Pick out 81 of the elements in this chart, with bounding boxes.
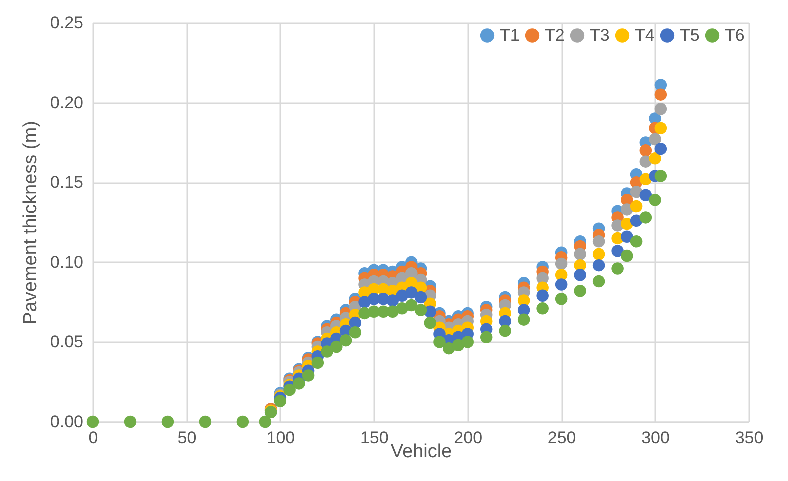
point (640, 144, 652, 157)
point (592, 236, 606, 248)
point (536, 302, 549, 315)
point (640, 212, 652, 224)
point (480, 331, 493, 344)
x-axis-title: Vehicle (390, 442, 452, 462)
point (612, 262, 624, 275)
legend-label: T4 (635, 26, 655, 45)
point (649, 133, 662, 146)
point (434, 336, 446, 348)
x-tick-label: 0 (88, 428, 98, 448)
point (612, 245, 624, 258)
y-tick-label: 0.00 (50, 412, 84, 432)
point (654, 88, 668, 101)
point (518, 314, 530, 326)
y-tick-label: 0.15 (50, 173, 84, 192)
point (592, 259, 606, 272)
point (654, 103, 668, 116)
point (462, 336, 474, 348)
point (349, 326, 362, 339)
x-tick-label: 100 (266, 428, 296, 448)
y-tick-label: 0.10 (50, 252, 84, 272)
point (312, 356, 324, 370)
y-axis-title: Pavement thickness (m) (20, 121, 42, 325)
point (555, 258, 568, 270)
point (654, 122, 668, 134)
x-tick-label: 250 (548, 428, 576, 448)
point (630, 214, 643, 228)
x-tick-label: 50 (178, 428, 197, 448)
x-tick-label: 150 (360, 428, 389, 448)
point (406, 286, 418, 299)
point (424, 316, 436, 330)
point (630, 186, 643, 198)
point (236, 416, 250, 428)
y-tick-label: 0.05 (50, 332, 84, 352)
point (621, 230, 634, 243)
point (555, 278, 568, 291)
point (640, 189, 652, 202)
point (274, 395, 287, 408)
legend-label: T6 (725, 26, 745, 45)
y-tick-label: 0.20 (50, 93, 84, 112)
point (640, 156, 652, 168)
point (414, 291, 428, 304)
legend-label: T3 (590, 26, 610, 45)
point (302, 370, 315, 382)
point (293, 378, 306, 390)
point (414, 304, 428, 316)
point (321, 346, 334, 358)
point (284, 384, 296, 396)
point (330, 340, 343, 354)
point (592, 248, 606, 261)
x-tick-label: 300 (642, 428, 670, 448)
point (162, 416, 174, 428)
point (630, 236, 643, 248)
point (499, 324, 512, 338)
point (574, 269, 586, 282)
y-tick-label: 0.25 (50, 14, 84, 32)
point (555, 292, 568, 306)
point (592, 275, 606, 288)
point (86, 416, 100, 428)
point (386, 294, 400, 307)
x-tick-label: 200 (454, 428, 483, 448)
legend-label: T1 (500, 26, 520, 45)
legend-label: T2 (545, 26, 565, 45)
point (649, 152, 662, 165)
point (574, 285, 586, 298)
point (654, 142, 668, 156)
point (630, 200, 643, 213)
point (654, 170, 668, 182)
x-tick-label: 350 (735, 428, 764, 448)
point (649, 194, 662, 206)
point (124, 416, 137, 428)
point (199, 416, 212, 428)
point (574, 248, 586, 261)
point (406, 299, 418, 312)
point (452, 339, 465, 352)
point (536, 290, 549, 302)
point (259, 416, 272, 428)
point (340, 334, 352, 347)
legend-label: T5 (680, 26, 700, 45)
point (621, 250, 634, 262)
